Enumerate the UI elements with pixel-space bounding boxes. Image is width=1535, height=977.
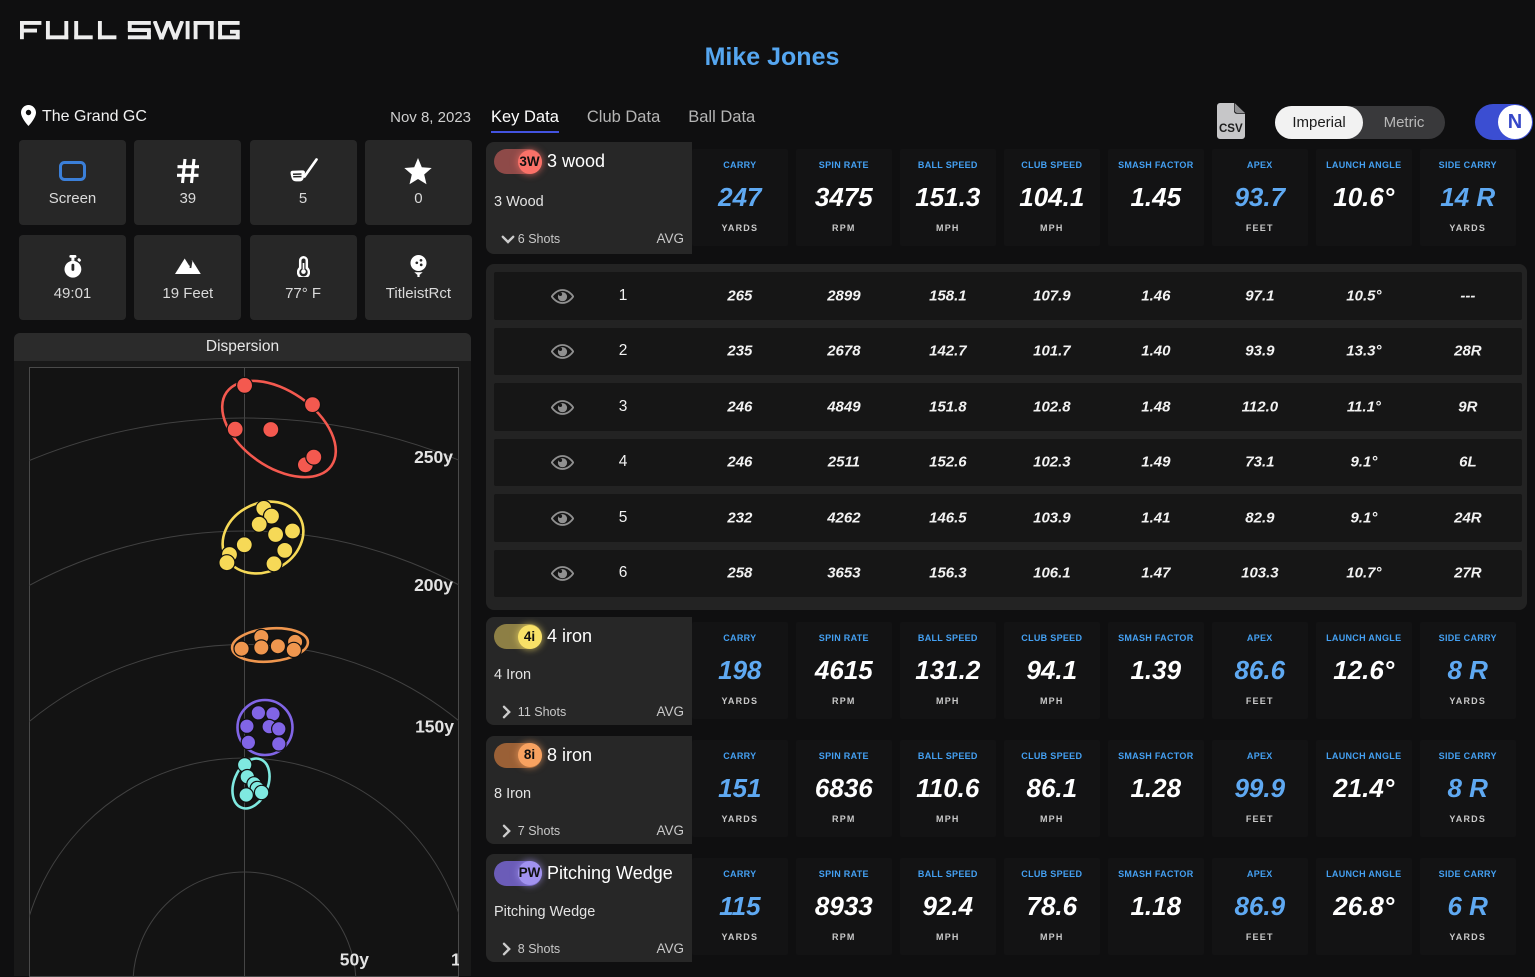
svg-text:100y: 100y [451,949,459,969]
svg-text:150y: 150y [415,716,454,736]
svg-text:250y: 250y [414,447,453,467]
svg-text:200y: 200y [414,575,453,595]
svg-text:50y: 50y [340,949,369,969]
svg-text:CSV: CSV [1219,123,1243,135]
